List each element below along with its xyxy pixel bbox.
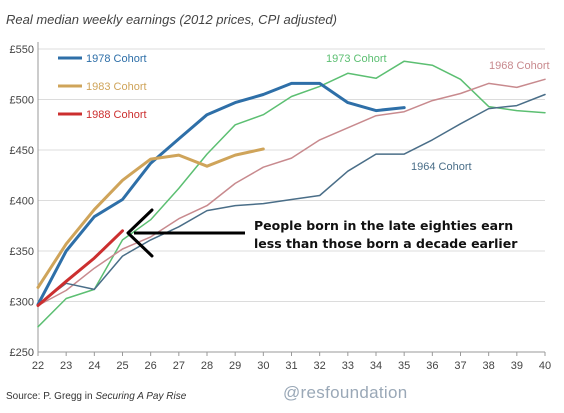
y-tick-label: £350 xyxy=(10,246,34,258)
y-tick-label: £400 xyxy=(10,196,34,208)
series-label: 1973 Cohort xyxy=(326,53,387,65)
series-line-1968-cohort xyxy=(37,78,546,307)
x-tick-label: 33 xyxy=(342,360,354,372)
x-tick-label: 36 xyxy=(426,360,438,372)
x-tick-label: 22 xyxy=(32,360,44,372)
legend: 1978 Cohort 1983 Cohort 1988 Cohort xyxy=(58,53,147,121)
source-note: Source: P. Gregg in Securing A Pay Rise xyxy=(6,391,186,402)
y-tick-label: £450 xyxy=(10,145,34,157)
x-tick-label: 30 xyxy=(257,360,269,372)
x-tick-label: 29 xyxy=(229,360,241,372)
brand-watermark: @resfoundation xyxy=(283,383,408,402)
series-line-1973-cohort xyxy=(37,60,546,328)
x-tick-label: 39 xyxy=(511,360,523,372)
y-tick-label: £300 xyxy=(10,297,34,309)
x-tick-label: 26 xyxy=(145,360,157,372)
series-lines xyxy=(36,60,546,328)
x-tick-label: 38 xyxy=(483,360,495,372)
legend-entry: 1988 Cohort xyxy=(86,109,147,121)
series-labels: 1973 Cohort 1968 Cohort 1964 Cohort xyxy=(326,53,550,173)
legend-entry: 1978 Cohort xyxy=(86,53,147,65)
legend-entry: 1983 Cohort xyxy=(86,81,147,93)
x-tick-label: 37 xyxy=(454,360,466,372)
annotation-text: less than those born a decade earlier xyxy=(254,236,518,251)
series-label: 1968 Cohort xyxy=(489,60,550,72)
annotation: People born in the late eighties earn les… xyxy=(126,208,518,258)
x-tick-label: 31 xyxy=(285,360,297,372)
source-title: Securing A Pay Rise xyxy=(95,391,187,402)
x-tick-label: 32 xyxy=(314,360,326,372)
x-tick-label: 23 xyxy=(60,360,72,372)
y-tick-label: £500 xyxy=(10,95,34,107)
series-line-1983-cohort xyxy=(36,147,265,289)
x-tick-label: 40 xyxy=(539,360,551,372)
series-label: 1964 Cohort xyxy=(411,161,472,173)
chart-title: Real median weekly earnings (2012 prices… xyxy=(6,12,337,27)
annotation-arrow-head xyxy=(126,208,154,258)
x-tick-label: 35 xyxy=(398,360,410,372)
annotation-text: People born in the late eighties earn xyxy=(254,218,513,233)
y-axis-ticks: £250 £300 £350 £400 £450 £500 £550 xyxy=(10,44,34,359)
series-line-1964-cohort xyxy=(37,93,546,306)
y-tick-label: £250 xyxy=(10,347,34,359)
x-tick-label: 28 xyxy=(201,360,213,372)
series-line-1978-cohort xyxy=(36,81,406,306)
series-line-1988-cohort xyxy=(36,229,124,307)
x-tick-label: 34 xyxy=(370,360,382,372)
x-tick-label: 24 xyxy=(88,360,100,372)
source-prefix: Source: P. Gregg in xyxy=(6,391,96,402)
x-axis-ticks: 22 23 24 25 26 27 28 29 30 31 32 33 34 35 36 37 38 39 40 xyxy=(32,360,551,372)
x-tick-label: 27 xyxy=(173,360,185,372)
y-tick-label: £550 xyxy=(10,44,34,56)
x-tick-label: 25 xyxy=(116,360,128,372)
gridlines xyxy=(37,42,546,356)
